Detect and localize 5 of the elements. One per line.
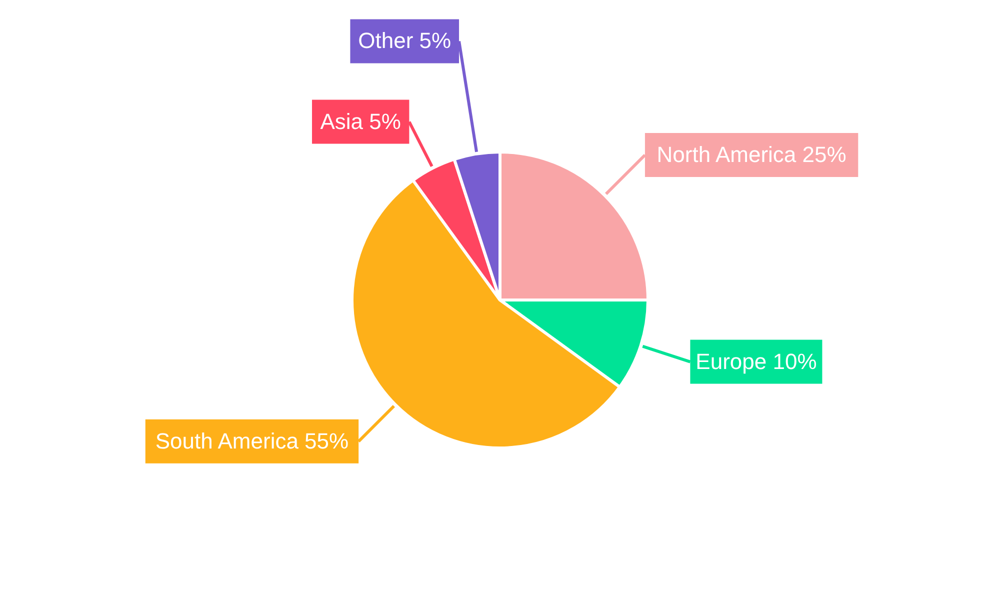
slice-label: Other 5% (358, 28, 452, 54)
slice-label: Europe 10% (696, 348, 817, 374)
slice-label: Asia 5% (320, 108, 401, 134)
slice-label: South America 55% (155, 428, 349, 454)
slice-label: North America 25% (656, 142, 846, 168)
